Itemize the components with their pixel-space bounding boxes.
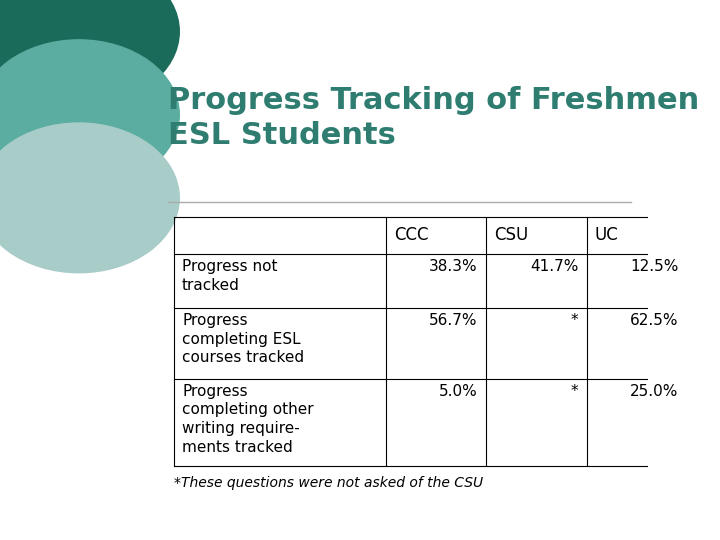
Circle shape [0,0,179,106]
Text: Progress
completing ESL
courses tracked: Progress completing ESL courses tracked [182,313,304,365]
Circle shape [0,40,179,190]
Text: UC: UC [595,226,618,244]
Text: 41.7%: 41.7% [530,259,578,274]
Text: Progress
completing other
writing require-
ments tracked: Progress completing other writing requir… [182,384,314,455]
Text: *: * [571,384,578,399]
Text: *: * [571,313,578,328]
Text: 5.0%: 5.0% [439,384,478,399]
Text: 25.0%: 25.0% [630,384,679,399]
Text: 62.5%: 62.5% [630,313,679,328]
Circle shape [0,123,179,273]
Text: Progress not
tracked: Progress not tracked [182,259,278,293]
Text: 38.3%: 38.3% [429,259,478,274]
Text: Progress Tracking of Freshmen
ESL Students: Progress Tracking of Freshmen ESL Studen… [168,85,699,151]
Text: CSU: CSU [495,226,528,244]
Text: *These questions were not asked of the CSU: *These questions were not asked of the C… [174,476,483,490]
Text: CCC: CCC [394,226,428,244]
Text: 12.5%: 12.5% [630,259,679,274]
Text: 56.7%: 56.7% [429,313,478,328]
